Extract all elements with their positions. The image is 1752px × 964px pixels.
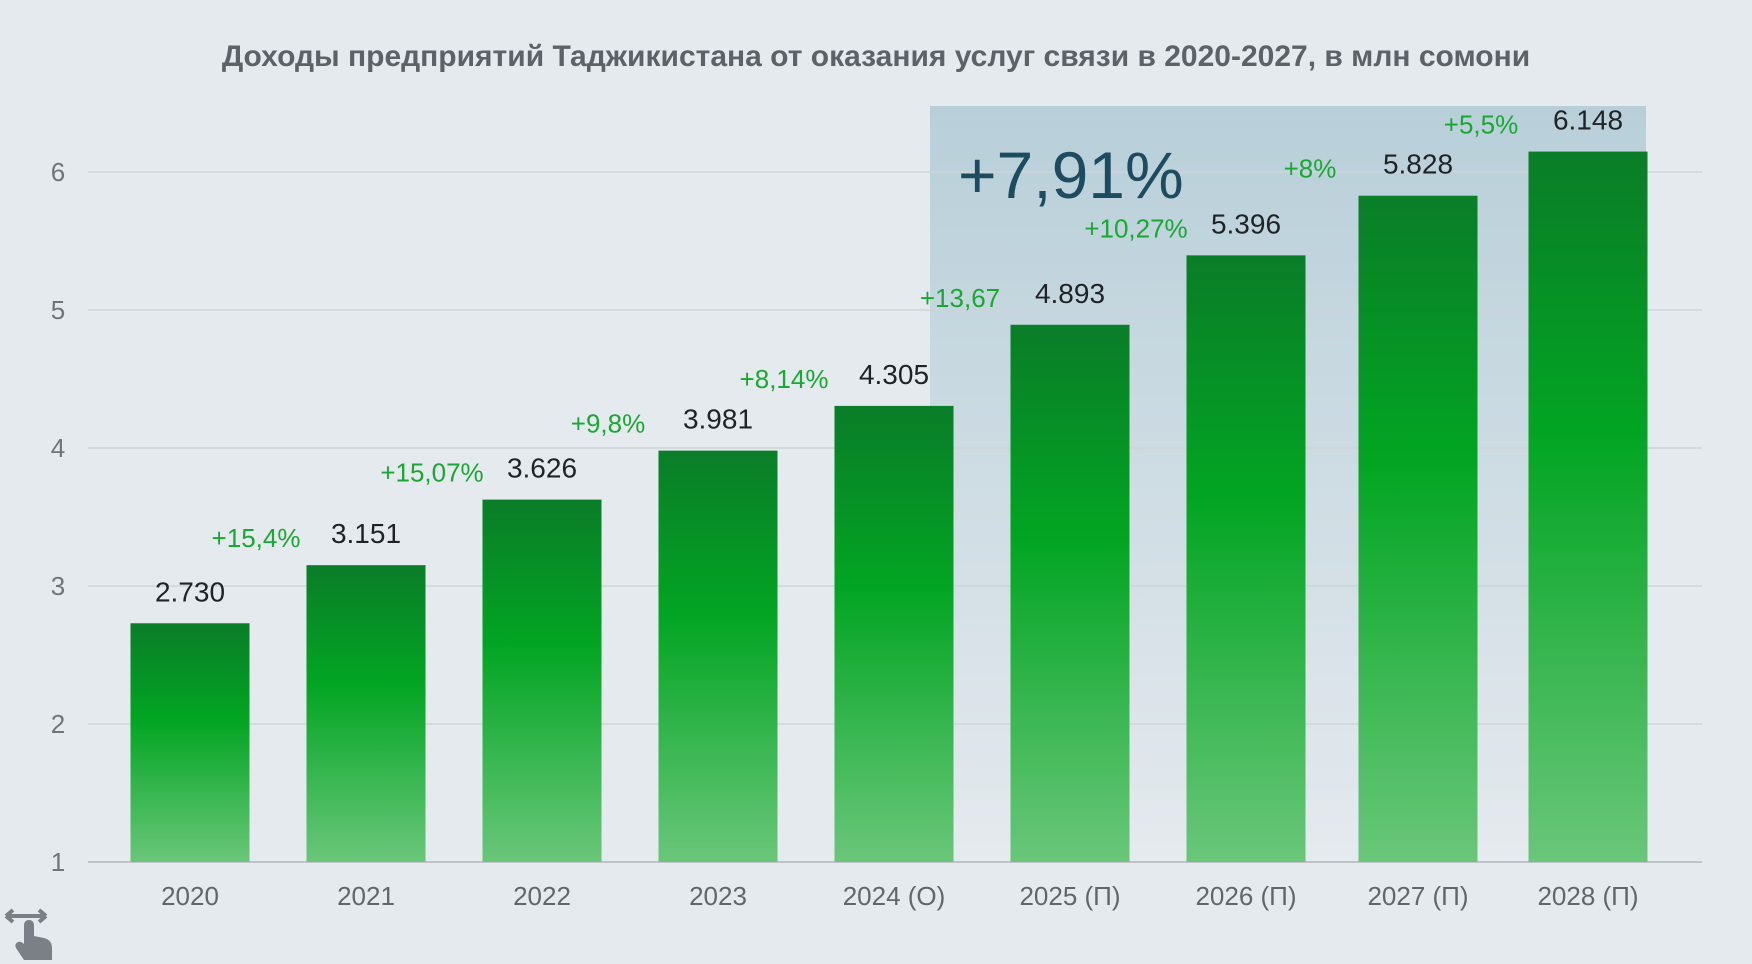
growth-label: +5,5% (1444, 110, 1518, 140)
x-tick-label: 2027 (П) (1367, 881, 1468, 911)
bar (834, 405, 954, 862)
value-label: 5.396 (1211, 208, 1281, 239)
value-label: 3.981 (683, 404, 753, 435)
value-label: 4.893 (1035, 278, 1105, 309)
y-tick-label: 6 (51, 157, 65, 187)
chart-title: Доходы предприятий Таджикистана от оказа… (221, 40, 1531, 73)
value-label: 5.828 (1383, 149, 1453, 180)
swipe-hand-icon (4, 908, 53, 960)
bar (482, 499, 602, 862)
bar (1010, 324, 1130, 862)
value-label: 6.148 (1553, 105, 1623, 136)
value-label: 3.151 (331, 518, 401, 549)
y-tick-label: 2 (51, 709, 65, 739)
growth-label: +10,27% (1084, 213, 1187, 243)
x-tick-label: 2028 (П) (1537, 881, 1638, 911)
x-tick-label: 2023 (689, 881, 747, 911)
forecast-cagr-label: +7,91% (958, 138, 1184, 212)
growth-label: +8,14% (740, 364, 829, 394)
bar (1528, 151, 1648, 863)
x-tick-label: 2024 (О) (843, 881, 946, 911)
bar (658, 450, 778, 862)
bar (1186, 255, 1306, 863)
y-tick-label: 1 (51, 847, 65, 877)
growth-label: +15,4% (212, 523, 301, 553)
bar (130, 623, 250, 862)
x-tick-label: 2026 (П) (1195, 881, 1296, 911)
growth-label: +13,67 (920, 283, 1000, 313)
x-tick-label: 2021 (337, 881, 395, 911)
growth-label: +8% (1284, 154, 1337, 184)
x-tick-label: 2020 (161, 881, 219, 911)
x-tick-label: 2022 (513, 881, 571, 911)
growth-label: +9,8% (571, 409, 645, 439)
x-tick-label: 2025 (П) (1019, 881, 1120, 911)
bar (306, 565, 426, 862)
growth-label: +15,07% (380, 458, 483, 488)
y-tick-label: 4 (51, 433, 65, 463)
value-label: 2.730 (155, 576, 225, 607)
value-label: 4.305 (859, 359, 929, 390)
value-label: 3.626 (507, 453, 577, 484)
y-tick-label: 3 (51, 571, 65, 601)
bar (1358, 195, 1478, 863)
y-tick-label: 5 (51, 295, 65, 325)
